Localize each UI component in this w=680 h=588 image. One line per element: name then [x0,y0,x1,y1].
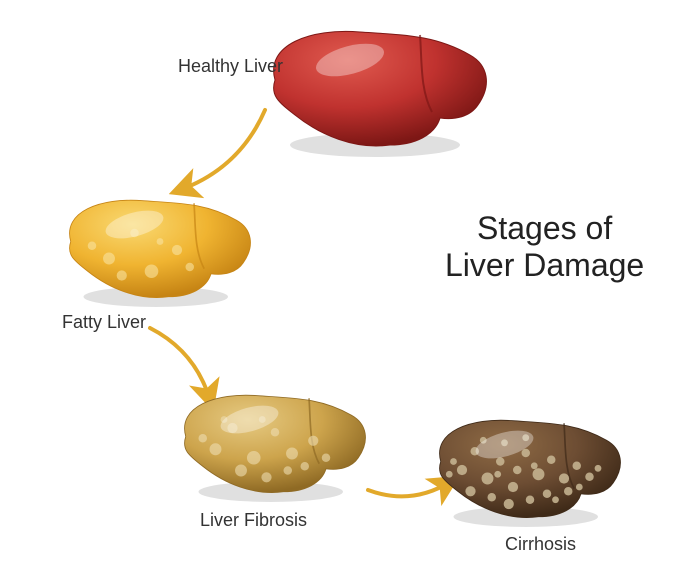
liver-cirrhosis [439,420,620,527]
arrow-healthy-to-fatty [180,110,265,190]
diagram-title: Stages of Liver Damage [445,210,644,284]
title-line1: Stages of [445,210,644,247]
arrow-fibrosis-to-cirrhosis [368,482,450,496]
liver-fibrosis [184,395,365,502]
label-healthy: Healthy Liver [178,56,283,77]
label-fibrosis: Liver Fibrosis [200,510,307,531]
label-fatty: Fatty Liver [62,312,146,333]
label-cirrhosis: Cirrhosis [505,534,576,555]
diagram-svg [0,0,680,588]
arrow-fatty-to-fibrosis [150,328,210,400]
liver-healthy [274,31,487,157]
liver-fatty [69,200,250,307]
title-line2: Liver Damage [445,247,644,284]
diagram-canvas: Stages of Liver Damage Healthy Liver Fat… [0,0,680,588]
